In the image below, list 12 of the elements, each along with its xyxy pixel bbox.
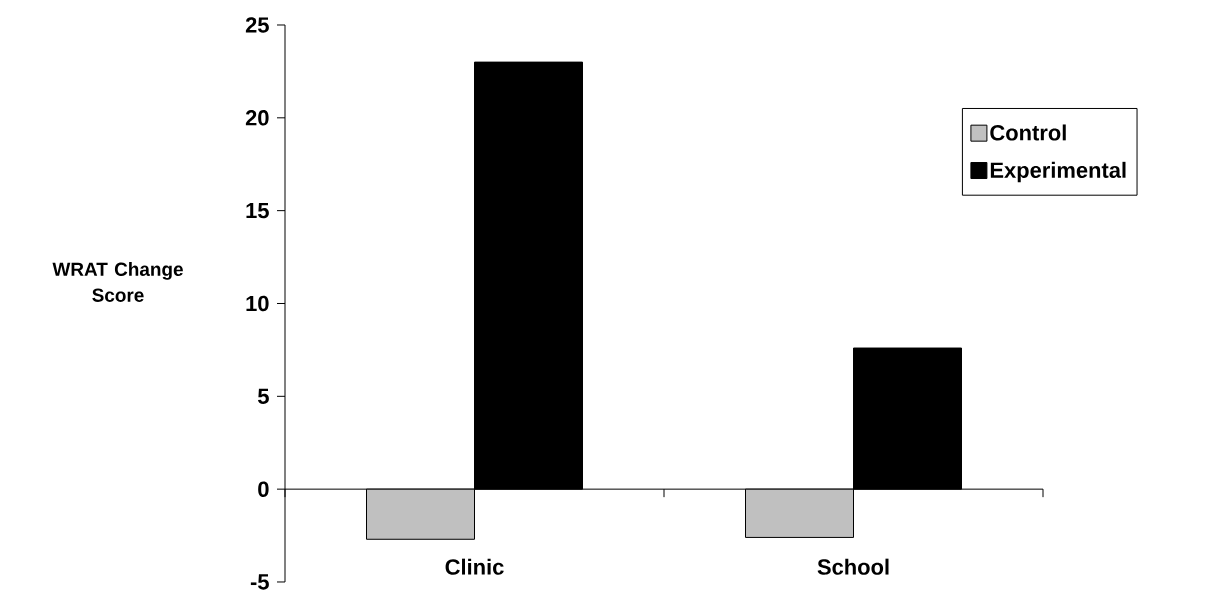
y-tick-label: 25 (245, 17, 269, 33)
y-tick-label: -5 (250, 574, 269, 590)
y-tick-label: 10 (246, 295, 269, 312)
y-tick-label: 15 (246, 203, 269, 219)
x-tick-label: School (817, 558, 889, 575)
x-tick-label: Clinic (445, 558, 504, 575)
y-tick-label: 0 (258, 481, 269, 497)
y-tick-label: 5 (257, 388, 269, 404)
legend-label: Experimental (990, 161, 1126, 183)
y-tick-label: 20 (245, 110, 269, 126)
legend-label: Control (990, 124, 1066, 141)
y-axis-title: WRAT Change Score (52, 262, 183, 302)
